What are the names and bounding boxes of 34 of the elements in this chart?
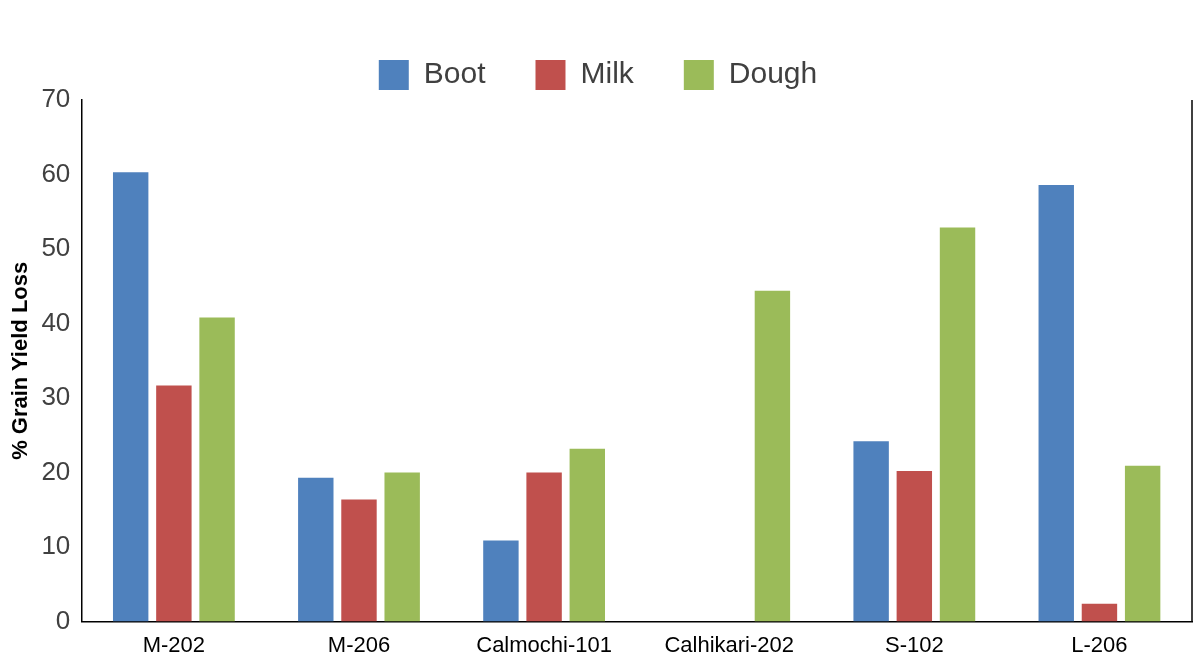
bar (939, 227, 976, 622)
x-tick-label: L-206 (1071, 631, 1128, 657)
y-tick-label: 70 (41, 83, 71, 114)
y-tick-label: 30 (41, 381, 71, 412)
y-tick-label: 10 (41, 530, 71, 561)
y-tick-label: 20 (41, 455, 71, 486)
bar (569, 448, 606, 622)
bar (526, 472, 562, 622)
x-tick-label: S-102 (884, 631, 944, 657)
bar (896, 471, 933, 622)
bar (384, 472, 420, 622)
bar (298, 477, 334, 622)
y-tick-label: 40 (41, 306, 71, 337)
y-tick-label: 0 (55, 604, 71, 635)
bar (156, 385, 192, 622)
x-tick-label: M-206 (327, 631, 391, 657)
y-tick-label: 60 (41, 157, 71, 188)
bar (754, 290, 791, 622)
x-tick-label: Calhikari-202 (664, 631, 795, 657)
bar (483, 540, 519, 622)
legend-label: Dough (728, 56, 818, 90)
bar (853, 441, 889, 622)
legend-label: Milk (580, 56, 635, 90)
y-axis-title: % Grain Yield Loss (7, 261, 33, 460)
y-tick-label: 50 (41, 232, 71, 263)
bar (199, 317, 235, 622)
bar (112, 172, 149, 622)
bar (1124, 465, 1161, 622)
bar (1038, 184, 1074, 622)
legend-label: Boot (423, 56, 487, 90)
bar (341, 499, 377, 622)
x-tick-label: M-202 (142, 631, 206, 657)
x-tick-label: Calmochi-101 (476, 631, 612, 657)
bar (1081, 603, 1118, 622)
